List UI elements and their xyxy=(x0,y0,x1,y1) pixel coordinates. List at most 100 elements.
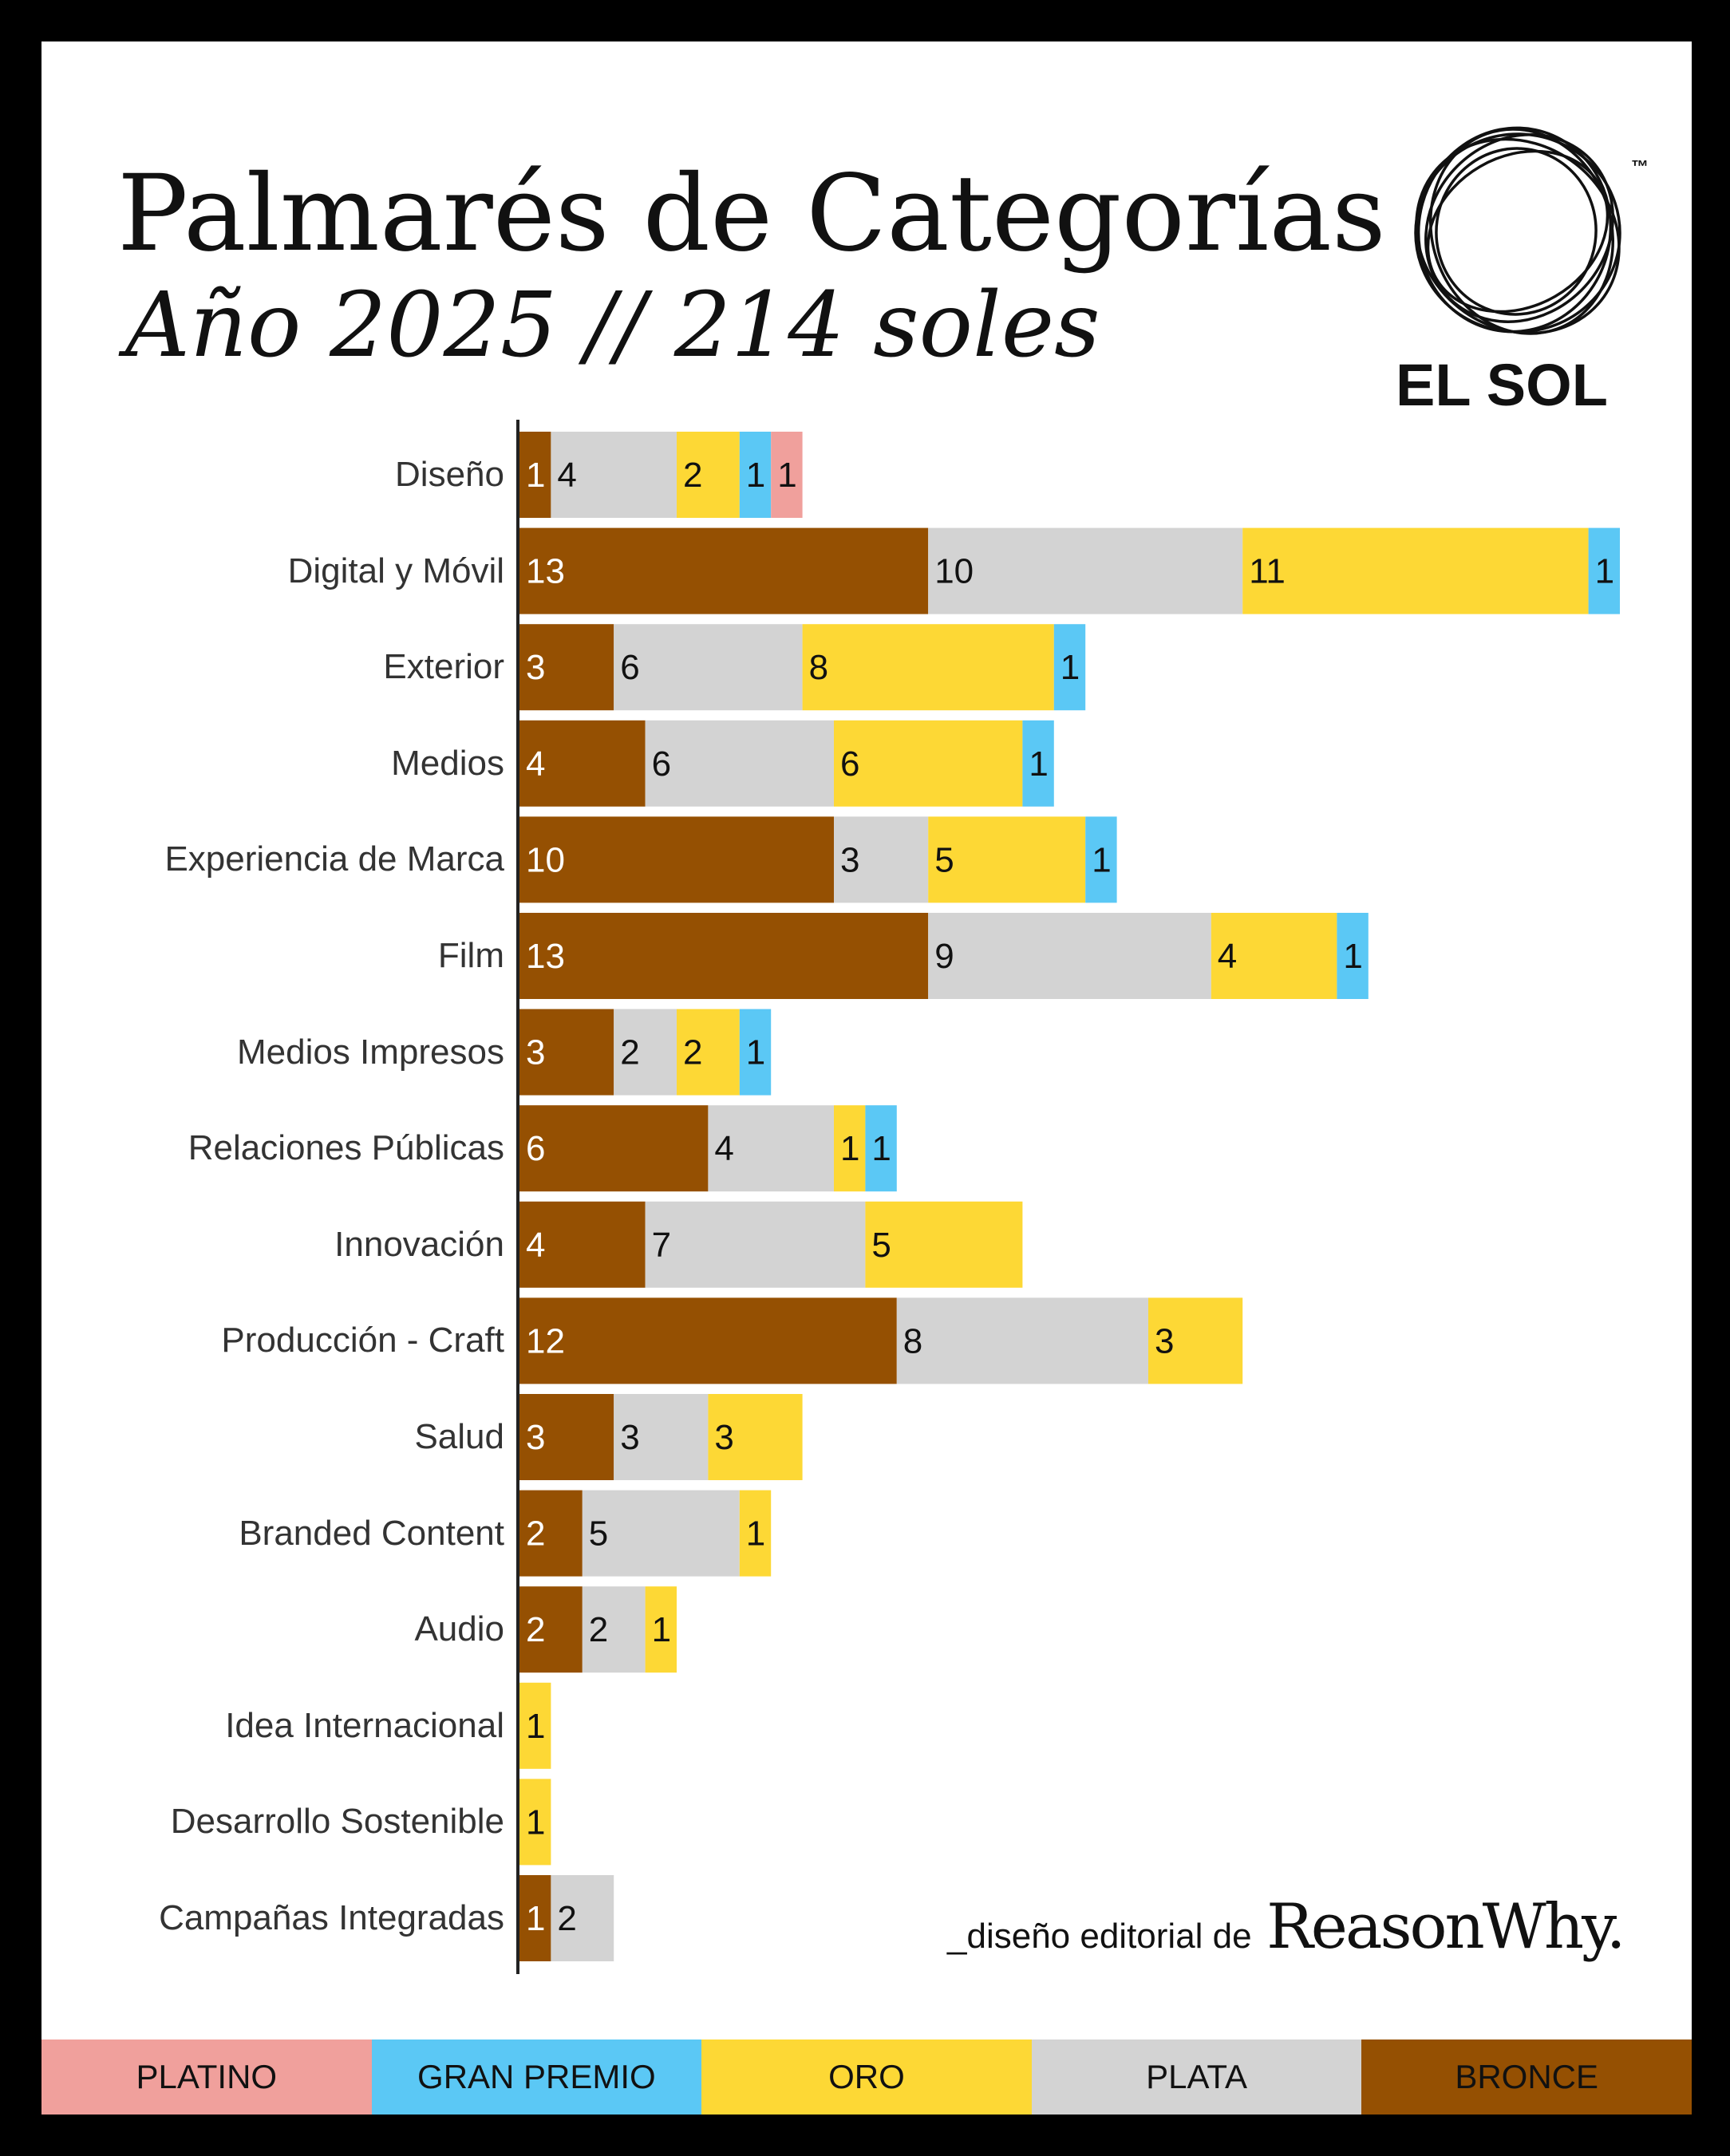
category-label-salud: Salud xyxy=(414,1417,504,1456)
data-label-audio-plata: 2 xyxy=(589,1610,608,1649)
category-label-film: Film xyxy=(437,936,504,975)
data-label-diseno-platino: 1 xyxy=(777,456,796,495)
bar-innovacion-bronce xyxy=(519,1201,646,1288)
legend-item-bronce: BRONCE xyxy=(1361,2040,1692,2115)
credit-line: _diseño editorial de ReasonWhy. xyxy=(947,1891,1626,1963)
logo-wordmark: EL SOL xyxy=(1396,352,1608,418)
data-label-medios-impresos-bronce: 3 xyxy=(526,1033,545,1072)
bar-audio-plata xyxy=(582,1586,646,1673)
bar-medios-gran-premio xyxy=(1022,720,1054,807)
legend: PLATINO GRAN PREMIO ORO PLATA BRONCE xyxy=(41,2040,1692,2115)
bar-innovacion-oro xyxy=(865,1201,1023,1288)
data-label-experiencia-de-marca-bronce: 10 xyxy=(526,840,565,879)
data-label-diseno-oro: 2 xyxy=(683,456,702,495)
data-label-innovacion-bronce: 4 xyxy=(526,1226,545,1265)
category-label-medios-impresos: Medios Impresos xyxy=(236,1032,504,1072)
legend-item-plata: PLATA xyxy=(1031,2040,1362,2115)
bar-experiencia-de-marca-plata xyxy=(834,816,929,903)
data-label-branded-content-bronce: 2 xyxy=(526,1514,545,1554)
category-label-exterior: Exterior xyxy=(383,647,504,687)
stacked-bar-chart: 1 4 2 1 113 10 11 13 6 8 14 6 6 110 3 5 113 9 4 13 2 2 16 4 1 14 7… xyxy=(516,420,1620,1974)
data-label-film-plata: 9 xyxy=(934,937,954,976)
legend-item-oro: ORO xyxy=(701,2040,1032,2115)
bar-exterior-oro xyxy=(802,624,1054,711)
bar-medios-impresos-bronce xyxy=(519,1009,614,1096)
bar-film-plata xyxy=(928,913,1211,999)
data-label-relaciones-publicas-gran-premio: 1 xyxy=(871,1129,891,1168)
page-subtitle: Año 2025 // 214 soles xyxy=(125,274,1100,377)
bar-branded-content-bronce xyxy=(519,1490,583,1577)
bar-produccion-craft-plata xyxy=(896,1297,1148,1384)
data-label-salud-plata: 3 xyxy=(620,1418,639,1457)
bar-medios-impresos-oro xyxy=(677,1009,740,1096)
data-label-medios-bronce: 4 xyxy=(526,744,545,784)
data-label-salud-oro: 3 xyxy=(714,1418,733,1457)
bar-medios-oro xyxy=(834,720,1023,807)
data-label-film-gran-premio: 1 xyxy=(1343,937,1362,976)
data-label-diseno-bronce: 1 xyxy=(526,456,545,495)
data-label-exterior-plata: 6 xyxy=(620,648,639,687)
data-label-experiencia-de-marca-plata: 3 xyxy=(840,840,859,879)
data-label-medios-gran-premio: 1 xyxy=(1029,744,1048,784)
bar-relaciones-publicas-gran-premio xyxy=(865,1105,897,1192)
bar-audio-bronce xyxy=(519,1586,583,1673)
el-sol-logo: ™ EL SOL xyxy=(1396,112,1661,431)
bar-relaciones-publicas-plata xyxy=(708,1105,834,1192)
data-label-experiencia-de-marca-oro: 5 xyxy=(934,840,954,879)
data-label-produccion-craft-oro: 3 xyxy=(1155,1321,1174,1360)
data-label-campanas-integradas-bronce: 1 xyxy=(526,1899,545,1938)
data-label-produccion-craft-plata: 8 xyxy=(903,1321,922,1360)
data-label-branded-content-oro: 1 xyxy=(746,1514,765,1554)
data-label-medios-plata: 6 xyxy=(652,744,671,784)
data-label-experiencia-de-marca-gran-premio: 1 xyxy=(1092,840,1111,879)
bar-branded-content-plata xyxy=(582,1490,740,1577)
data-label-audio-oro: 1 xyxy=(652,1610,671,1649)
bar-film-gran-premio xyxy=(1337,913,1369,999)
bar-exterior-gran-premio xyxy=(1053,624,1086,711)
data-label-digital-y-movil-gran-premio: 1 xyxy=(1595,552,1614,591)
bar-medios-impresos-gran-premio xyxy=(739,1009,772,1096)
data-label-diseno-gran-premio: 1 xyxy=(746,456,765,495)
category-label-audio: Audio xyxy=(414,1609,504,1649)
bar-relaciones-publicas-bronce xyxy=(519,1105,709,1192)
bar-salud-oro xyxy=(708,1394,803,1480)
bar-campanas-integradas-plata xyxy=(551,1875,614,1961)
bar-innovacion-plata xyxy=(645,1201,866,1288)
legend-item-platino: PLATINO xyxy=(41,2040,372,2115)
data-label-relaciones-publicas-plata: 4 xyxy=(714,1129,733,1168)
category-label-experiencia-de-marca: Experiencia de Marca xyxy=(164,839,504,879)
bar-diseno-oro xyxy=(677,432,740,518)
legend-item-gran-premio: GRAN PREMIO xyxy=(371,2040,702,2115)
data-label-digital-y-movil-bronce: 13 xyxy=(526,552,565,591)
data-label-innovacion-plata: 7 xyxy=(652,1226,671,1265)
bar-branded-content-oro xyxy=(739,1490,772,1577)
bar-diseno-bronce xyxy=(519,432,551,518)
data-label-medios-oro: 6 xyxy=(840,744,859,784)
data-label-desarrollo-sostenible-oro: 1 xyxy=(526,1803,545,1842)
bar-medios-impresos-plata xyxy=(614,1009,677,1096)
data-label-exterior-bronce: 3 xyxy=(526,648,545,687)
data-label-diseno-plata: 4 xyxy=(557,456,576,495)
category-label-branded-content: Branded Content xyxy=(239,1513,504,1553)
data-label-digital-y-movil-oro: 11 xyxy=(1249,552,1286,591)
reasonwhy-logo: ReasonWhy. xyxy=(1266,1891,1626,1963)
bar-idea-internacional-oro xyxy=(519,1682,551,1769)
category-label-desarrollo-sostenible: Desarrollo Sostenible xyxy=(170,1802,504,1842)
data-label-campanas-integradas-plata: 2 xyxy=(557,1899,576,1938)
data-label-relaciones-publicas-oro: 1 xyxy=(840,1129,859,1168)
bar-relaciones-publicas-oro xyxy=(834,1105,866,1192)
bar-salud-bronce xyxy=(519,1394,614,1480)
credit-prefix: _diseño editorial de xyxy=(947,1917,1252,1956)
data-label-audio-bronce: 2 xyxy=(526,1610,545,1649)
category-label-innovacion: Innovación xyxy=(334,1224,504,1264)
bar-diseno-platino xyxy=(771,432,803,518)
bar-salud-plata xyxy=(614,1394,709,1480)
data-label-film-oro: 4 xyxy=(1218,937,1237,976)
data-label-branded-content-plata: 5 xyxy=(589,1514,608,1554)
category-label-medios: Medios xyxy=(391,743,504,783)
poster: Palmarés de Categorías Año 2025 // 214 s… xyxy=(41,41,1692,2115)
data-label-salud-bronce: 3 xyxy=(526,1418,545,1457)
bar-experiencia-de-marca-bronce xyxy=(519,816,834,903)
page-title: Palmarés de Categorías xyxy=(117,152,1386,275)
trademark-mark: ™ xyxy=(1631,156,1649,176)
